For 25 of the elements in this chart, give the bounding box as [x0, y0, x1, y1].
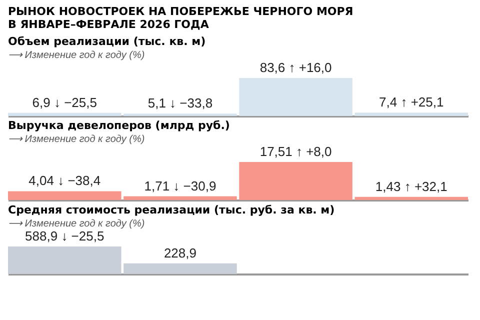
data-label: 228,9: [164, 245, 196, 260]
bar: [239, 78, 352, 116]
bar: [354, 112, 468, 116]
chart-title: Средняя стоимость реализации (тыс. руб. за кв. м): [8, 204, 335, 217]
data-label: 1,71 ↓ −30,9: [144, 178, 216, 194]
chart-title: Выручка девелоперов (млрд руб.): [8, 119, 230, 132]
chart-subtitle: ⟶ Изменение год к году (%): [8, 218, 145, 230]
chart-subtitle: ⟶ Изменение год к году (%): [8, 134, 145, 145]
bar: [8, 112, 122, 116]
data-label: 5,1 ↓ −33,8: [148, 96, 213, 111]
data-label: 1,43 ↑ +32,1: [375, 178, 448, 194]
bar: [354, 196, 468, 200]
data-label: 83,6 ↑ +16,0: [260, 60, 332, 75]
text: РЫНОК НОВОСТРОЕК НА ПОБЕРЕЖЬЕ ЧЕРНОГО МОРЯ: [8, 5, 354, 18]
text: В ЯНВАРЕ–ФЕВРАЛЕ 2026 ГОДА: [8, 18, 210, 31]
data-label: 588,9 ↓ −25,5: [25, 228, 104, 244]
bar: [8, 191, 122, 200]
chart-subtitle: ⟶ Изменение год к году (%): [8, 50, 145, 61]
data-label: 17,51 ↑ +8,0: [260, 144, 332, 159]
data-label: 6,9 ↓ −25,5: [32, 94, 97, 110]
data-label: 4,04 ↓ −38,4: [28, 173, 101, 188]
bar: [124, 196, 237, 200]
data-label: 7,4 ↑ +25,1: [379, 94, 444, 110]
chart-title: Объем реализации (тыс. кв. м): [8, 35, 206, 48]
bar: [239, 162, 352, 200]
